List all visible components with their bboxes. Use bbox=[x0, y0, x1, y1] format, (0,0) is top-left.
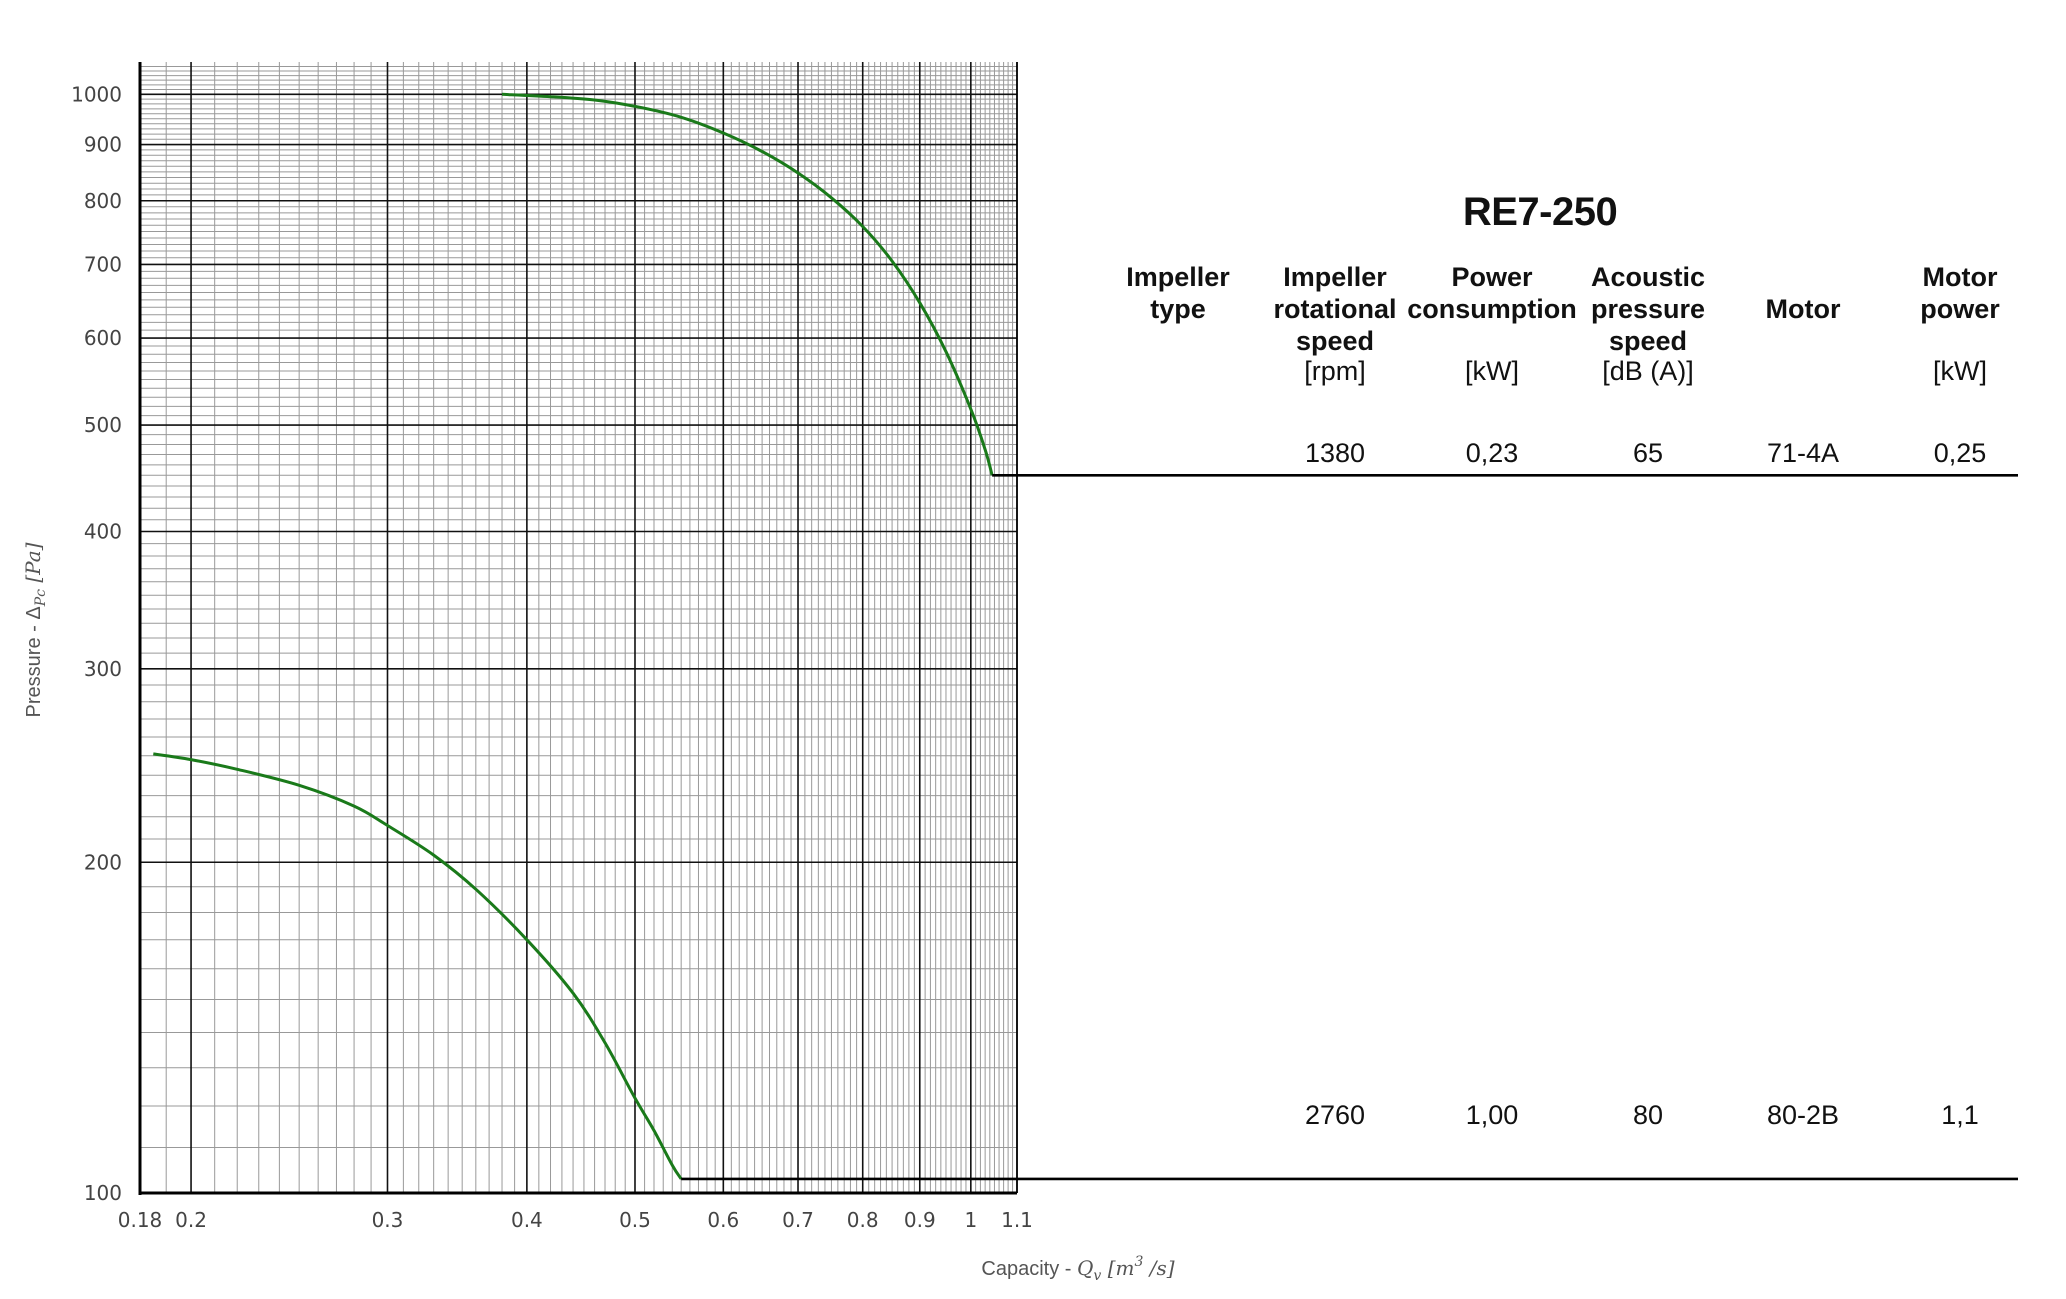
table-cell: 0,25 bbox=[1933, 438, 1987, 468]
x-tick-label: 0.4 bbox=[511, 1208, 543, 1232]
y-tick-label: 700 bbox=[84, 252, 122, 276]
column-header: Power consumption bbox=[1407, 261, 1577, 325]
column-header-line: pressure bbox=[1590, 294, 1706, 324]
table-cell: 80-2B bbox=[1766, 1100, 1840, 1130]
x-axis-title: Capacity - Qv [m3 /s] bbox=[981, 1254, 1174, 1284]
x-tick-label: 0.8 bbox=[847, 1208, 879, 1232]
column-header: Motor bbox=[1718, 293, 1888, 325]
x-tick-label: 0.6 bbox=[707, 1208, 739, 1232]
y-tick-label: 900 bbox=[84, 133, 122, 157]
table-cell: 80 bbox=[1632, 1100, 1664, 1130]
minor-grid bbox=[139, 62, 1018, 1194]
column-header-line: Acoustic bbox=[1590, 262, 1706, 292]
column-header-line: Impeller bbox=[1283, 262, 1387, 292]
column-header: Acoustic pressure speed bbox=[1563, 261, 1733, 357]
column-unit: [rpm] bbox=[1304, 356, 1366, 386]
x-tick-label: 0.3 bbox=[372, 1208, 404, 1232]
plot-frame bbox=[138, 62, 1018, 1195]
fan-curves bbox=[153, 92, 994, 1180]
column-header-line: type bbox=[1150, 294, 1206, 324]
column-header-line: consumption bbox=[1407, 294, 1577, 324]
column-header: Impeller type bbox=[1093, 261, 1263, 325]
x-tick-label: 1 bbox=[964, 1208, 977, 1232]
table-cell: 2760 bbox=[1304, 1100, 1366, 1130]
table-cell: 65 bbox=[1632, 438, 1664, 468]
x-tick-label: 0.2 bbox=[175, 1208, 207, 1232]
y-tick-label: 1000 bbox=[71, 82, 122, 106]
x-tick-label: 1.1 bbox=[1001, 1208, 1033, 1232]
curve-leader-lines bbox=[681, 474, 2018, 1181]
column-header-line: speed bbox=[1295, 326, 1375, 356]
column-header-line: Motor bbox=[1765, 294, 1841, 324]
table-cell: 71-4A bbox=[1766, 438, 1840, 468]
column-unit: [kW] bbox=[1465, 356, 1519, 386]
column-unit: [dB (A)] bbox=[1602, 356, 1694, 386]
fan-curve-2 bbox=[153, 752, 683, 1180]
table-cell: 1,1 bbox=[1941, 1100, 1979, 1130]
y-tick-label: 300 bbox=[84, 657, 122, 681]
product-title: RE7-250 bbox=[1462, 190, 1618, 234]
column-unit: [kW] bbox=[1933, 356, 1987, 386]
table-cell: 0,23 bbox=[1465, 438, 1519, 468]
y-axis-title: Pressure - ΔPc [Pa] bbox=[21, 542, 49, 717]
y-tick-label: 200 bbox=[84, 850, 122, 874]
column-header: Impeller rotational speed bbox=[1250, 261, 1420, 357]
table-cell: 1380 bbox=[1304, 438, 1366, 468]
column-header-line: Power bbox=[1451, 262, 1533, 292]
x-tick-label: 0.18 bbox=[118, 1208, 163, 1232]
y-tick-label: 600 bbox=[84, 326, 122, 350]
y-tick-labels: 100 200 300 400 500 600 700 800 900 1000 bbox=[71, 82, 122, 1205]
table-cell: 1,00 bbox=[1465, 1100, 1519, 1130]
column-header-line: speed bbox=[1608, 326, 1688, 356]
x-tick-labels: 0.18 0.2 0.3 0.4 0.5 0.6 0.7 0.8 0.9 1 1.1 bbox=[118, 1208, 1033, 1232]
y-tick-label: 400 bbox=[84, 520, 122, 544]
y-tick-label: 500 bbox=[84, 413, 122, 437]
fan-curve-1 bbox=[501, 92, 994, 476]
y-tick-label: 100 bbox=[84, 1181, 122, 1205]
y-tick-label: 800 bbox=[84, 189, 122, 213]
column-header-line: rotational bbox=[1273, 294, 1397, 324]
column-header-line: Impeller bbox=[1126, 262, 1230, 292]
column-header-line: Motor bbox=[1922, 262, 1998, 292]
column-header: Motor power bbox=[1875, 261, 2045, 325]
x-tick-label: 0.5 bbox=[619, 1208, 651, 1232]
x-tick-label: 0.9 bbox=[904, 1208, 936, 1232]
x-tick-label: 0.7 bbox=[782, 1208, 814, 1232]
column-header-line: power bbox=[1920, 294, 2000, 324]
